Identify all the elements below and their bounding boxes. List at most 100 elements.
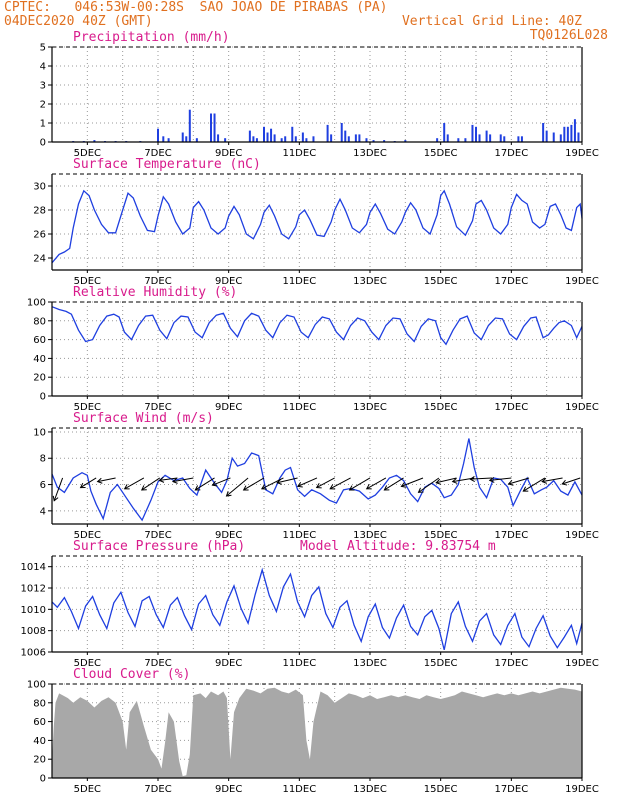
precip-bar — [475, 126, 477, 142]
y-tick-label: 0 — [40, 774, 46, 785]
x-tick-label: 9DEC — [215, 784, 242, 795]
wind-arrowhead — [171, 477, 178, 484]
x-tick-label: 9DEC — [215, 402, 242, 413]
run-date-label: 04DEC2020 40Z (GMT) — [4, 14, 153, 29]
x-tick-label: 7DEC — [144, 148, 171, 159]
y-tick-label: 4 — [40, 506, 46, 517]
wind-arrowhead — [541, 477, 548, 484]
x-tick-label: 17DEC — [494, 276, 528, 287]
y-tick-label: 60 — [33, 335, 46, 346]
precip-bar — [284, 136, 287, 142]
cloud-cover-panel: Cloud Cover (%) 0 20 40 60 80 100 5DEC 7DEC 9DEC 1… — [27, 667, 599, 795]
wind-arrowhead — [488, 476, 495, 483]
x-tick-label: 5DEC — [74, 658, 101, 669]
wind-arrowhead — [242, 485, 249, 491]
x-tick-label: 19DEC — [565, 658, 599, 669]
wind-vector-arrow — [297, 477, 318, 487]
wind-vector-arrow — [329, 477, 351, 490]
y-tick-label: 24 — [33, 254, 46, 265]
y-tick-label: 8 — [40, 454, 46, 465]
precip-bar — [542, 123, 545, 142]
precip-bar — [195, 138, 198, 142]
wind-panel: Surface Wind (m/s) 4 6 8 10 5DEC 7DEC 9DEC 11DEC… — [33, 411, 599, 541]
y-tick-label: 1 — [40, 119, 46, 130]
precipitation-panel: Precipitation (mm/h) 0 1 2 3 4 5 5DEC 7DEC 9DEC 11… — [40, 30, 599, 159]
wind-vector-arrow — [470, 477, 492, 480]
wind-arrowhead — [435, 478, 442, 485]
wind-vector-arrow — [226, 477, 249, 497]
precip-bar — [326, 124, 329, 142]
wind-vector-arrow — [53, 477, 64, 501]
y-tick-label: 0 — [40, 138, 46, 149]
precip-bar — [559, 134, 562, 142]
wind-vector-arrow — [384, 477, 404, 491]
pressure-title: Surface Pressure (hPa) — [73, 539, 245, 554]
y-tick-label: 60 — [33, 717, 46, 728]
x-tick-label: 19DEC — [565, 402, 599, 413]
wind-vector-arrow — [80, 477, 97, 488]
precip-bar — [563, 126, 566, 142]
pressure-annotation: Model Altitude: 9.83754 m — [300, 539, 496, 554]
precip-bar — [266, 132, 269, 142]
wind-arrowhead — [96, 477, 103, 484]
y-tick-label: 80 — [33, 698, 46, 709]
wind-vector-arrow — [366, 477, 387, 490]
y-tick-label: 1014 — [21, 562, 46, 573]
precip-bar — [365, 138, 368, 142]
precip-bar — [485, 130, 488, 142]
y-tick-label: 100 — [27, 680, 46, 691]
wind-title: Surface Wind (m/s) — [73, 411, 214, 426]
wind-vector-arrow — [316, 477, 335, 489]
precip-bar — [573, 119, 576, 142]
humidity-panel: Relative Humidity (%) 0 20 40 60 80 100 5DEC 7DE… — [27, 285, 599, 413]
wind-arrowhead — [417, 487, 424, 493]
wind-arrowhead — [194, 485, 201, 491]
precip-bar — [224, 138, 227, 142]
wind-arrowhead — [451, 477, 458, 484]
y-tick-label: 40 — [33, 354, 46, 365]
wind-vector-arrow — [401, 477, 424, 487]
x-tick-label: 13DEC — [353, 784, 387, 795]
x-tick-label: 17DEC — [494, 530, 528, 541]
y-tick-label: 1012 — [21, 584, 46, 595]
wind-arrowhead — [260, 484, 267, 490]
wind-vector-arrow — [277, 477, 298, 484]
precip-bar — [181, 132, 184, 142]
y-tick-label: 0 — [40, 392, 46, 403]
x-tick-label: 19DEC — [565, 276, 599, 287]
wind-arrowhead — [123, 484, 130, 490]
precip-bar — [248, 130, 251, 142]
x-tick-label: 9DEC — [215, 148, 242, 159]
humidity-line — [51, 306, 583, 346]
y-tick-label: 40 — [33, 736, 46, 747]
wind-vector-arrow — [124, 477, 145, 490]
vertical-grid-label: Vertical Grid Line: 40Z — [401, 14, 582, 29]
y-tick-label: 28 — [33, 206, 46, 217]
precip-bar — [354, 134, 357, 142]
x-tick-label: 11DEC — [282, 658, 316, 669]
wind-arrowhead — [158, 476, 165, 483]
precip-bar — [162, 136, 165, 142]
y-tick-label: 100 — [27, 298, 46, 309]
precip-bar — [566, 126, 569, 142]
wind-arrowhead — [276, 478, 283, 485]
precip-bar — [291, 126, 294, 142]
precip-bar — [443, 123, 446, 142]
y-tick-label: 20 — [33, 755, 46, 766]
x-tick-label: 17DEC — [494, 784, 528, 795]
x-tick-label: 13DEC — [353, 276, 387, 287]
x-tick-label: 13DEC — [353, 658, 387, 669]
wind-vector-arrow — [141, 477, 161, 491]
x-tick-label: 11DEC — [282, 784, 316, 795]
wind-vector-arrow — [436, 477, 457, 484]
model-id-label: TQ0126L028 — [529, 28, 608, 43]
y-tick-label: 1008 — [21, 626, 46, 637]
wind-arrowhead — [507, 479, 514, 486]
x-tick-label: 11DEC — [282, 530, 316, 541]
precip-bar — [263, 126, 265, 142]
wind-vector-arrow — [542, 477, 563, 483]
x-tick-label: 5DEC — [74, 148, 101, 159]
precip-bar — [545, 130, 548, 142]
x-tick-label: 11DEC — [282, 276, 316, 287]
wind-arrowhead — [79, 482, 86, 489]
